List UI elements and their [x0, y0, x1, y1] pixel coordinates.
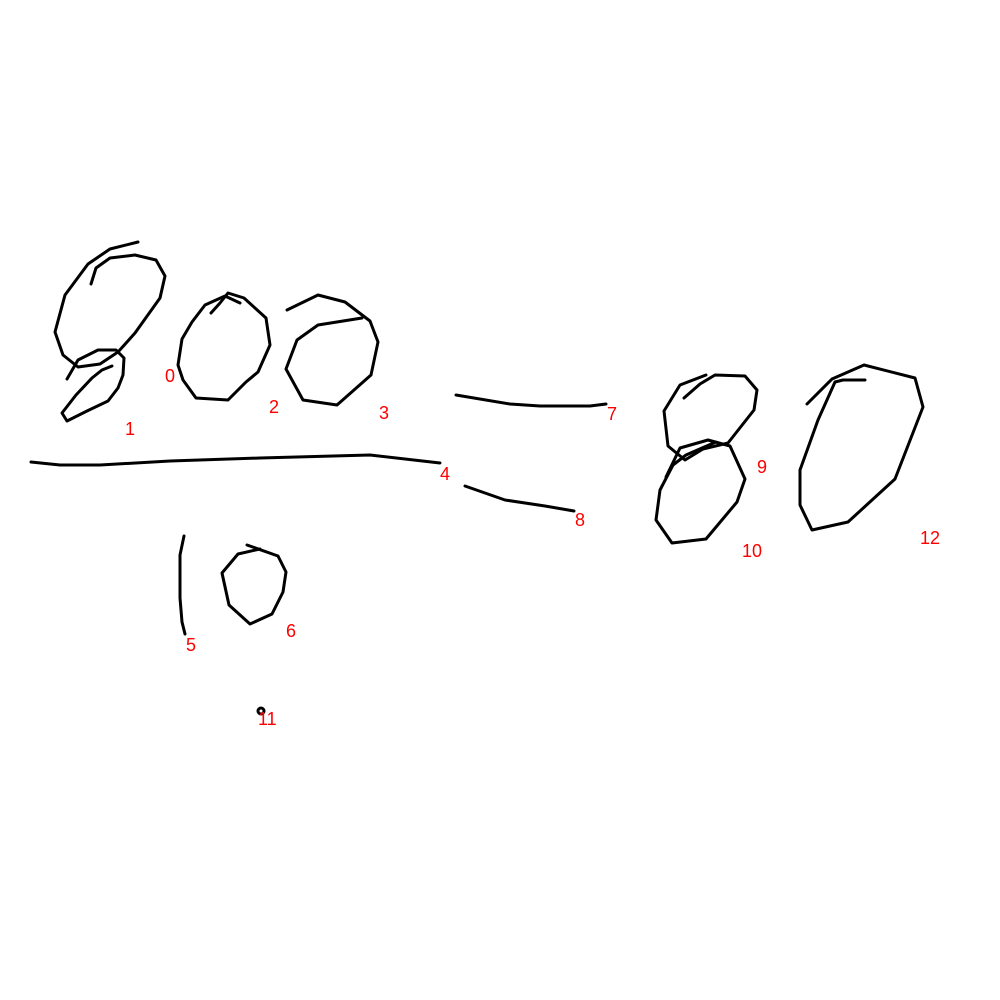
- stroke-8: [463, 484, 576, 513]
- stroke-10: [654, 438, 747, 545]
- stroke-3: [284, 293, 380, 407]
- label-4: 4: [440, 464, 450, 484]
- label-8: 8: [575, 510, 585, 530]
- label-11: 11: [258, 709, 277, 729]
- label-3: 3: [379, 403, 389, 423]
- label-6: 6: [286, 621, 296, 641]
- label-9: 9: [757, 457, 767, 477]
- stroke-11: [256, 706, 266, 716]
- stroke-9: [662, 373, 759, 462]
- label-12: 12: [920, 528, 940, 548]
- label-5: 5: [186, 635, 196, 655]
- stroke-2: [176, 291, 272, 402]
- label-1: 1: [125, 419, 135, 439]
- stroke-1: [60, 348, 126, 423]
- stroke-6: [220, 543, 288, 626]
- stroke-5: [178, 534, 187, 636]
- label-0: 0: [165, 366, 175, 386]
- stroke-12: [798, 363, 925, 532]
- stroke-7: [454, 393, 608, 408]
- label-7: 7: [607, 404, 617, 424]
- stroke-0: [53, 240, 167, 369]
- label-2: 2: [269, 397, 279, 417]
- label-10: 10: [742, 541, 762, 561]
- stroke-4: [29, 453, 442, 467]
